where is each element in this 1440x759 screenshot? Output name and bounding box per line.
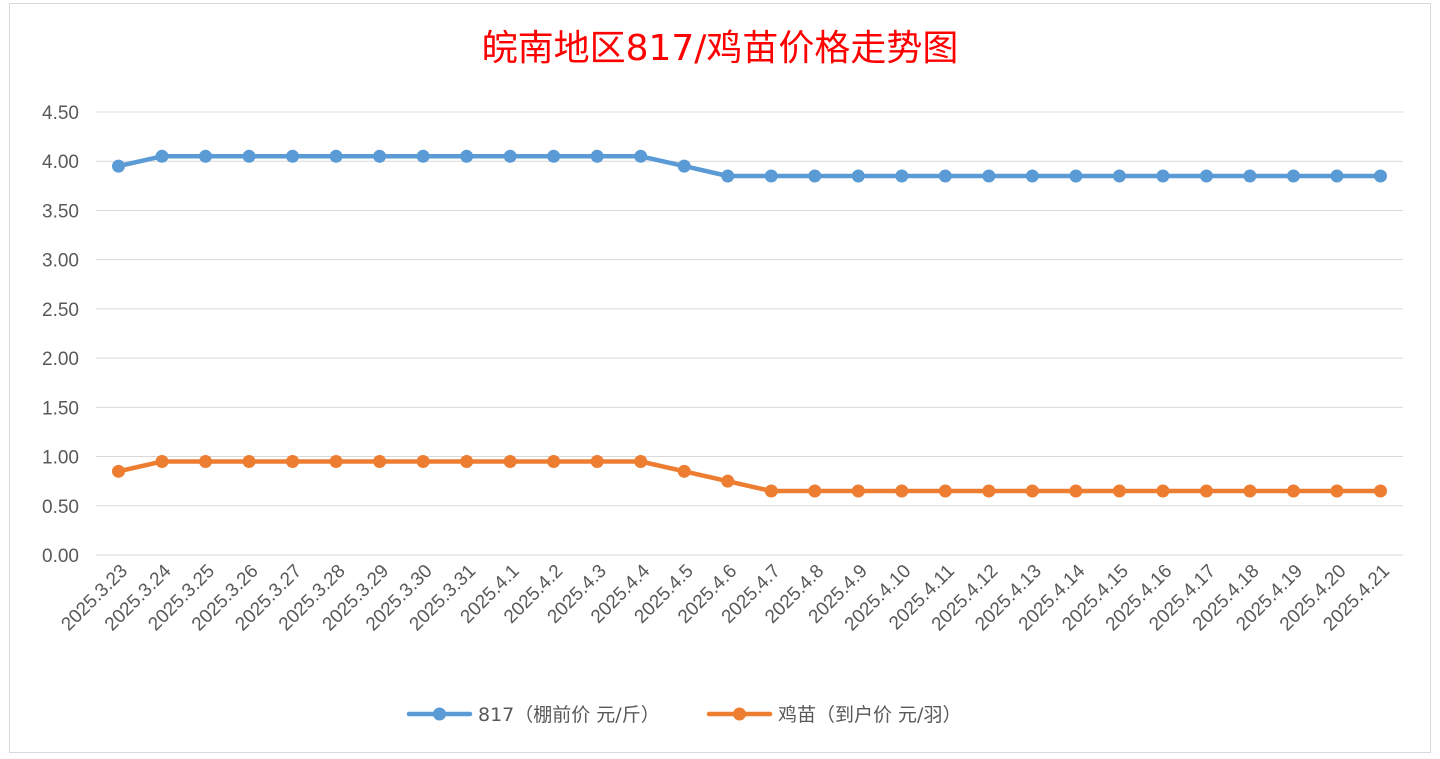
data-point — [373, 149, 387, 163]
data-point — [1069, 169, 1083, 183]
series-line — [116, 154, 1383, 179]
data-point — [634, 149, 648, 163]
data-point — [286, 454, 300, 468]
data-point — [938, 169, 952, 183]
data-point — [764, 169, 778, 183]
series-2 — [112, 454, 1387, 498]
series-line — [116, 459, 1383, 494]
data-point — [503, 454, 517, 468]
data-point — [590, 149, 604, 163]
legend-swatch-marker — [433, 707, 446, 721]
data-point — [1112, 169, 1126, 183]
y-tick-label: 0.00 — [42, 546, 79, 567]
data-point — [1374, 484, 1387, 498]
data-point — [764, 484, 778, 498]
y-tick-label: 0.50 — [42, 497, 79, 518]
y-tick-label: 1.00 — [42, 448, 79, 469]
data-point — [1199, 169, 1213, 183]
data-point — [851, 169, 865, 183]
legend-label: 鸡苗（到户价 元/羽） — [778, 704, 961, 726]
data-point — [1374, 169, 1387, 183]
series-1 — [112, 149, 1387, 183]
data-point — [721, 169, 735, 183]
data-point — [895, 169, 909, 183]
data-point — [242, 454, 256, 468]
legend-swatch-marker — [733, 707, 746, 721]
y-tick-label: 3.50 — [42, 201, 79, 222]
data-point — [634, 454, 648, 468]
legend-label: 817（棚前价 元/斤） — [478, 704, 660, 726]
data-point — [938, 484, 952, 498]
data-point — [373, 454, 387, 468]
data-point — [982, 169, 996, 183]
data-point — [590, 454, 604, 468]
legend-item-2: 鸡苗（到户价 元/羽） — [706, 704, 961, 726]
data-point — [460, 454, 474, 468]
y-tick-label: 4.00 — [42, 152, 79, 173]
data-point — [1330, 169, 1344, 183]
data-point — [851, 484, 865, 498]
data-point — [155, 149, 169, 163]
data-point — [503, 149, 517, 163]
data-point — [155, 454, 169, 468]
data-point — [1243, 484, 1257, 498]
data-point — [416, 149, 430, 163]
chart-title: 皖南地区817/鸡苗价格走势图 — [482, 28, 959, 69]
data-point — [808, 169, 822, 183]
data-point — [286, 149, 300, 163]
data-point — [112, 159, 125, 173]
data-point — [460, 149, 474, 163]
legend: 817（棚前价 元/斤） 鸡苗（到户价 元/羽） — [406, 704, 961, 726]
data-point — [199, 454, 213, 468]
data-point — [112, 464, 125, 478]
data-point — [808, 484, 822, 498]
data-point — [1330, 484, 1344, 498]
y-tick-label: 4.50 — [42, 103, 79, 124]
data-point — [982, 484, 996, 498]
y-tick-label: 3.00 — [42, 251, 79, 272]
data-point — [199, 149, 213, 163]
data-point — [547, 149, 561, 163]
data-point — [1156, 169, 1170, 183]
y-tick-label: 2.00 — [42, 349, 79, 370]
data-point — [416, 454, 430, 468]
y-tick-label: 2.50 — [42, 300, 79, 321]
x-axis: 2025.3.232025.3.242025.3.252025.3.262025… — [57, 554, 1403, 635]
data-point — [329, 149, 343, 163]
y-tick-label: 1.50 — [42, 398, 79, 419]
y-axis: 0.00 0.50 1.00 1.50 2.00 2.50 3.00 3.50 4.00 4.50 — [42, 103, 79, 567]
legend-item-1: 817（棚前价 元/斤） — [406, 704, 660, 726]
chart-frame — [9, 3, 1431, 753]
data-point — [677, 159, 691, 173]
data-point — [895, 484, 909, 498]
data-point — [677, 464, 691, 478]
data-point — [1112, 484, 1126, 498]
data-point — [547, 454, 561, 468]
data-point — [1286, 169, 1300, 183]
data-point — [242, 149, 256, 163]
data-point — [1199, 484, 1213, 498]
data-point — [1286, 484, 1300, 498]
data-point — [1156, 484, 1170, 498]
data-point — [1025, 484, 1039, 498]
series-group — [112, 149, 1387, 498]
data-point — [1243, 169, 1257, 183]
data-point — [721, 474, 735, 488]
data-point — [1069, 484, 1083, 498]
data-point — [1025, 169, 1039, 183]
data-point — [329, 454, 343, 468]
